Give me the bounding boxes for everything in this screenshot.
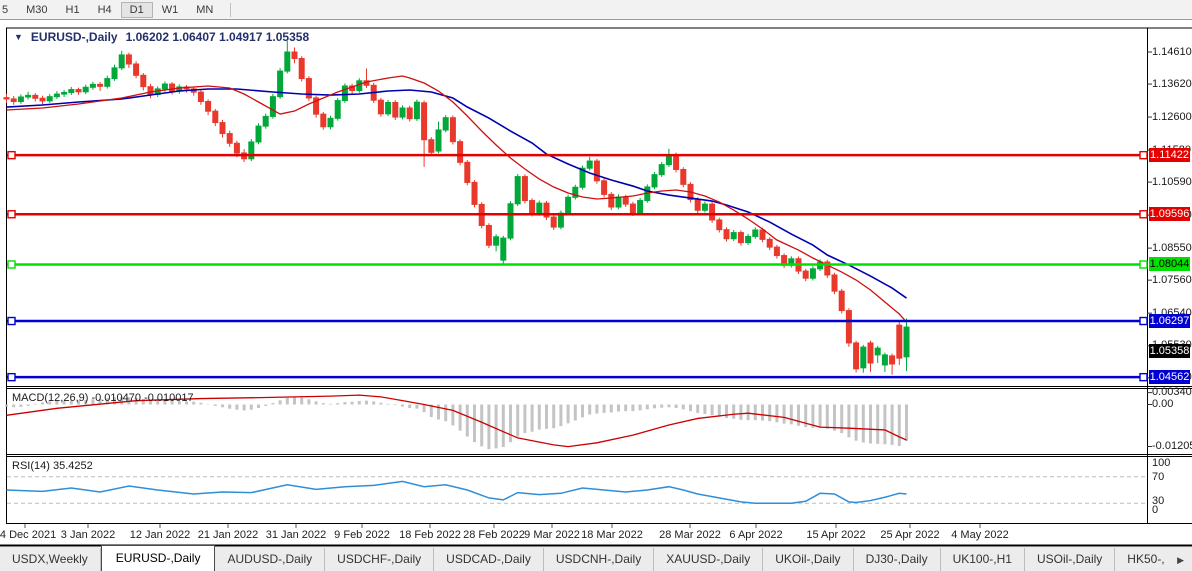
chart-menu-triangle-icon[interactable]: ▼ — [14, 32, 23, 42]
rsi-line — [6, 480, 907, 504]
chart-tab-bar: USDX,Weekly EURUSD-,Daily AUDUSD-,Daily USD… — [0, 545, 1192, 571]
timeframe-button-mn[interactable]: MN — [196, 3, 214, 16]
time-axis-ticks — [24, 524, 981, 528]
price-axis-tick-label: 1.08550 — [1152, 241, 1192, 254]
price-axis-tick-label: 1.13620 — [1152, 77, 1192, 90]
horizontal-level-lines[interactable] — [7, 150, 1148, 382]
macd-axis-tick-label: -0.012058 — [1152, 439, 1192, 452]
level-price-badge[interactable]: 1.09596 — [1149, 207, 1190, 222]
chart-area: ▼ EURUSD-,Daily 1.06202 1.06407 1.04917 … — [0, 20, 1192, 547]
price-axis-tick-label: 1.06540 — [1152, 306, 1192, 319]
level-price-badge[interactable]: 1.11422 — [1149, 148, 1190, 163]
date-label: 4 May 2022 — [951, 529, 1009, 541]
date-label: 28 Feb 2022 — [463, 529, 525, 541]
date-label: 18 Feb 2022 — [399, 529, 461, 541]
chart-tab-audusd-daily[interactable]: AUDUSD-,Daily — [215, 548, 326, 571]
pane-borders — [0, 27, 1192, 547]
rsi-axis-tick-label: 0 — [1152, 503, 1159, 516]
chart-canvas[interactable] — [0, 20, 1192, 547]
toolbar-separator — [230, 2, 232, 17]
price-axis-tick-label: 1.07560 — [1152, 273, 1192, 286]
price-axis-tick-label: 1.12600 — [1152, 110, 1192, 123]
timeframe-button-5[interactable]: 5 — [2, 3, 9, 16]
rsi-indicator-label: RSI(14) 35.4252 — [12, 460, 93, 472]
chart-tab-ukoil-daily[interactable]: UKOil-,Daily — [763, 548, 854, 571]
price-axis-tick-label: 1.10590 — [1152, 175, 1192, 188]
price-axis-tick-label: 1.14610 — [1152, 45, 1192, 58]
timeframe-button-m30[interactable]: M30 — [26, 3, 48, 16]
bid-price-badge: 1.05358 — [1149, 344, 1190, 359]
date-label: 31 Jan 2022 — [265, 529, 327, 541]
date-label: 9 Feb 2022 — [334, 529, 390, 541]
chart-symbol-label: EURUSD-,Daily — [30, 30, 118, 44]
chart-tab-xauusd-daily[interactable]: XAUUSD-,Daily — [654, 548, 764, 571]
rsi-axis-tick-label: 70 — [1152, 470, 1165, 483]
level-price-badge[interactable]: 1.04562 — [1149, 370, 1190, 385]
date-label: 25 Apr 2022 — [880, 529, 940, 541]
chart-tab-dj30-daily[interactable]: DJ30-,Daily — [854, 548, 941, 571]
chart-tab-usoil-daily[interactable]: USOil-,Daily — [1025, 548, 1116, 571]
date-label: 28 Mar 2022 — [659, 529, 721, 541]
rsi-axis-tick-label: 30 — [1152, 494, 1165, 507]
rsi-axis-tick-label: 100 — [1152, 456, 1171, 469]
date-label: 18 Mar 2022 — [581, 529, 643, 541]
chart-tab-usdcnh-daily[interactable]: USDCNH-,Daily — [544, 548, 655, 571]
ma-blue-line[interactable] — [6, 88, 907, 299]
macd-pane — [5, 396, 908, 450]
date-label: 6 Apr 2022 — [729, 529, 783, 541]
timeframe-button-h4[interactable]: H4 — [97, 3, 112, 16]
chart-ohlc-values: 1.06202 1.06407 1.04917 1.05358 — [125, 30, 310, 44]
macd-axis-tick-label: 0.003408 — [1152, 386, 1192, 399]
date-label: 3 Jan 2022 — [60, 529, 116, 541]
chart-tab-eurusd-daily[interactable]: EURUSD-,Daily — [100, 545, 216, 571]
date-label: 21 Jan 2022 — [197, 529, 259, 541]
rsi-pane — [7, 476, 1147, 504]
timeframe-button-d1[interactable]: D1 — [120, 1, 153, 18]
timeframe-button-w1[interactable]: W1 — [161, 3, 179, 16]
macd-indicator-label: MACD(12,26,9) -0.010470 -0.010017 — [12, 392, 194, 404]
ma-red-line[interactable] — [6, 75, 907, 323]
chart-tab-hk50[interactable]: HK50-, — [1127, 552, 1165, 566]
chart-tab-usdx-weekly[interactable]: USDX,Weekly — [0, 548, 101, 571]
macd-signal-line — [6, 394, 907, 448]
chart-tab-usdcad-daily[interactable]: USDCAD-,Daily — [434, 548, 544, 571]
date-label: 15 Apr 2022 — [806, 529, 866, 541]
timeframe-toolbar: 5 M30 H1 H4 D1 W1 MN — [0, 0, 1192, 20]
chart-tab-uk100-h1[interactable]: UK100-,H1 — [941, 548, 1025, 571]
date-label: 24 Dec 2021 — [0, 529, 57, 541]
date-label: 9 Mar 2022 — [524, 529, 580, 541]
level-price-badge[interactable]: 1.06297 — [1149, 314, 1190, 329]
macd-axis-tick-label: 0.00 — [1152, 398, 1174, 410]
chart-tab-usdchf-daily[interactable]: USDCHF-,Daily — [325, 548, 435, 571]
chart-title: ▼ EURUSD-,Daily 1.06202 1.06407 1.04917 … — [14, 30, 309, 44]
timeframe-button-h1[interactable]: H1 — [65, 3, 80, 16]
level-price-badge[interactable]: 1.08044 — [1149, 257, 1190, 272]
tab-scroll-right-icon[interactable]: ▶ — [1177, 555, 1184, 565]
candlestick-series[interactable] — [3, 41, 910, 375]
date-label: 12 Jan 2022 — [129, 529, 191, 541]
